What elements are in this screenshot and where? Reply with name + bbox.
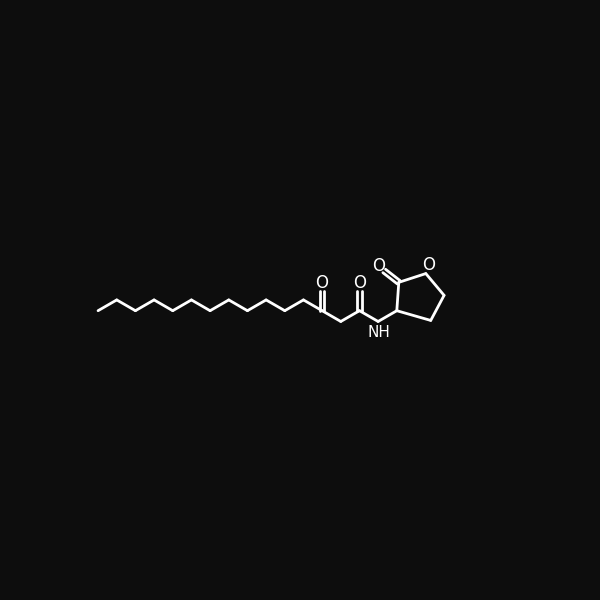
Text: O: O — [371, 257, 385, 275]
Text: O: O — [316, 274, 329, 292]
Text: O: O — [353, 274, 366, 292]
Text: O: O — [422, 256, 434, 274]
Text: NH: NH — [367, 325, 391, 340]
